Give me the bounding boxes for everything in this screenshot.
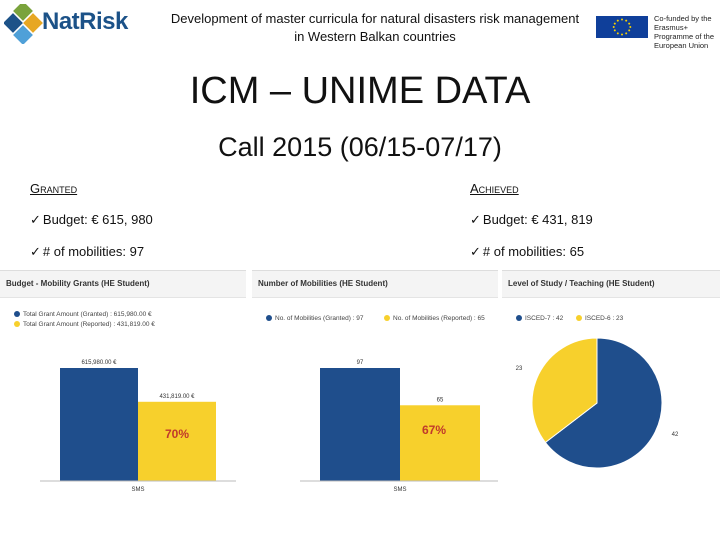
check-icon: ✓	[470, 212, 481, 227]
level-pie-chart: 42 23	[516, 337, 679, 469]
bar-reported	[400, 405, 480, 481]
x-tick-label: SMS	[393, 487, 406, 493]
legend-item-granted: Total Grant Amount (Granted) : 615,980.0…	[14, 311, 152, 318]
granted-mobilities: ✓ # of mobilities: 97	[30, 244, 145, 259]
legend-item-granted: No. of Mobilities (Granted) : 97	[266, 315, 364, 322]
achieved-budget: ✓ Budget: € 431, 819	[470, 212, 593, 227]
logo-text: NatRisk	[42, 8, 128, 35]
bar-granted	[320, 368, 400, 481]
legend-dot	[266, 315, 272, 322]
bar-value-label: 65	[437, 397, 444, 403]
bar-reported	[138, 401, 216, 481]
achieved-heading: Achieved	[470, 181, 519, 196]
granted-budget: ✓ Budget: € 615, 980	[30, 212, 153, 227]
budget-percent: 70%	[165, 427, 190, 441]
mobilities-bar-chart: 97 65 SMS	[300, 360, 498, 493]
legend-item-isced7: ISCED-7 : 42	[516, 315, 563, 322]
pie-value-label: 23	[516, 366, 523, 372]
mobilities-chart-panel: Number of Mobilities (HE Student) No. of…	[252, 270, 498, 541]
pie-value-label: 42	[672, 432, 679, 438]
legend-dot	[14, 311, 20, 318]
pie-slice-isced-6	[531, 337, 598, 444]
achieved-mobilities: ✓ # of mobilities: 65	[470, 244, 585, 259]
eu-stars	[612, 18, 632, 36]
bar-value-label: 97	[357, 360, 364, 366]
level-of-study-panel: Level of Study / Teaching (HE Student) I…	[502, 270, 720, 541]
check-icon: ✓	[30, 244, 41, 259]
panel-header: Budget - Mobility Grants (HE Student)	[0, 271, 246, 298]
mobilities-percent: 67%	[422, 423, 447, 437]
chart-title: Budget - Mobility Grants (HE Student)	[6, 279, 150, 288]
panel-header: Level of Study / Teaching (HE Student)	[502, 271, 720, 298]
page-subtitle: Call 2015 (06/15-07/17)	[218, 132, 502, 162]
legend-item-isced6: ISCED-6 : 23	[576, 315, 623, 322]
budget-chart-panel: Budget - Mobility Grants (HE Student) To…	[0, 270, 246, 541]
legend-item-reported: Total Grant Amount (Reported) : 431,819.…	[14, 321, 155, 328]
project-title: Development of master curricula for natu…	[170, 11, 580, 44]
budget-bar-chart: 615,980.00 € 431,819.00 € SMS	[40, 360, 236, 493]
legend-dot	[516, 315, 522, 322]
chart-title: Level of Study / Teaching (HE Student)	[508, 279, 655, 288]
eu-cofunded-text: Co-funded by the Erasmus+ Programme of t…	[654, 14, 715, 50]
granted-heading: Granted	[30, 181, 78, 196]
pie-slice-isced-7	[544, 337, 663, 469]
legend-dot	[14, 321, 20, 328]
page-title: ICM – UNIME DATA	[189, 70, 531, 112]
natrisk-logo	[3, 1, 154, 46]
panel-header: Number of Mobilities (HE Student)	[252, 271, 498, 298]
bar-value-label: 615,980.00 €	[81, 360, 117, 366]
bar-value-label: 431,819.00 €	[159, 394, 195, 400]
check-icon: ✓	[470, 244, 481, 259]
natrisk-logo-icon	[3, 1, 43, 45]
eu-flag-icon	[596, 16, 648, 38]
legend-item-reported: No. of Mobilities (Reported) : 65	[384, 315, 485, 322]
x-tick-label: SMS	[131, 487, 144, 493]
bar-granted	[60, 368, 138, 481]
check-icon: ✓	[30, 212, 41, 227]
chart-title: Number of Mobilities (HE Student)	[258, 279, 388, 288]
legend-dot	[576, 315, 582, 322]
legend-dot	[384, 315, 390, 322]
